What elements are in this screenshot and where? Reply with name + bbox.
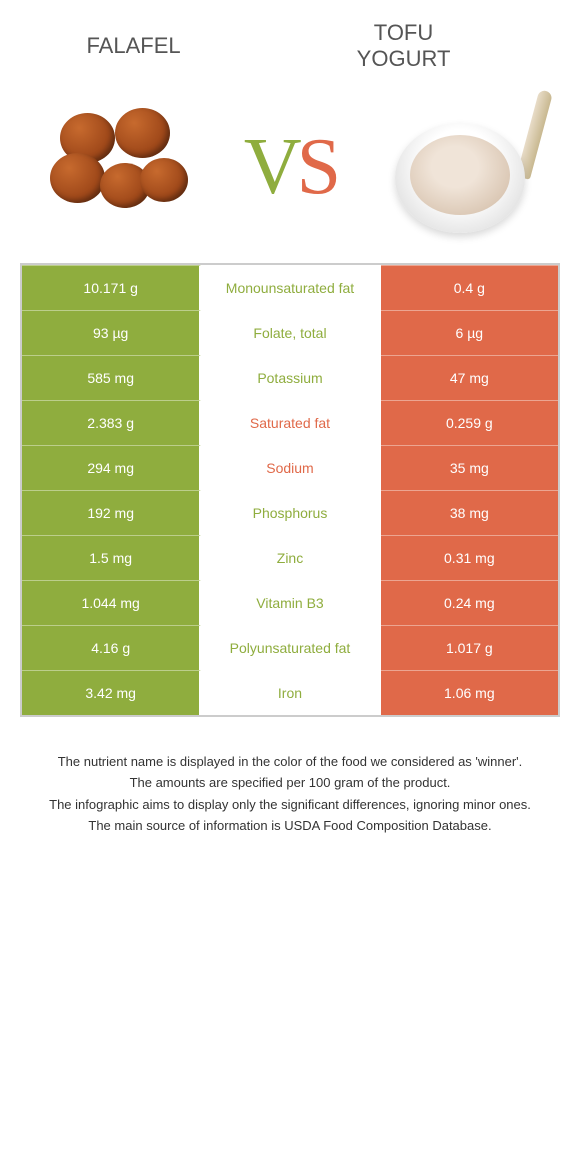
table-row: 585 mgPotassium47 mg — [22, 355, 558, 400]
right-value: 0.259 g — [381, 400, 558, 445]
nutrient-name: Iron — [201, 670, 380, 715]
table-row: 3.42 mgIron1.06 mg — [22, 670, 558, 715]
footer-line-2: The amounts are specified per 100 gram o… — [35, 773, 545, 793]
nutrient-name: Polyunsaturated fat — [201, 625, 380, 670]
left-value: 2.383 g — [22, 400, 201, 445]
left-value: 1.044 mg — [22, 580, 201, 625]
header: FALAFEL TOFUYOGURT — [0, 0, 580, 83]
yogurt-illustration — [385, 93, 535, 243]
table-row: 10.171 gMonounsaturated fat0.4 g — [22, 265, 558, 310]
right-value: 1.06 mg — [381, 670, 558, 715]
left-value: 585 mg — [22, 355, 201, 400]
nutrient-name: Zinc — [201, 535, 380, 580]
footer-line-3: The infographic aims to display only the… — [35, 795, 545, 815]
right-value: 0.4 g — [381, 265, 558, 310]
table-row: 192 mgPhosphorus38 mg — [22, 490, 558, 535]
left-value: 294 mg — [22, 445, 201, 490]
left-value: 10.171 g — [22, 265, 201, 310]
left-value: 1.5 mg — [22, 535, 201, 580]
nutrient-name: Phosphorus — [201, 490, 380, 535]
left-value: 192 mg — [22, 490, 201, 535]
table-row: 294 mgSodium35 mg — [22, 445, 558, 490]
footer-line-4: The main source of information is USDA F… — [35, 816, 545, 836]
left-food-title: FALAFEL — [86, 33, 180, 59]
vs-row: VS — [0, 83, 580, 263]
right-value: 0.24 mg — [381, 580, 558, 625]
nutrient-name: Sodium — [201, 445, 380, 490]
right-value: 35 mg — [381, 445, 558, 490]
left-value: 93 µg — [22, 310, 201, 355]
nutrient-name: Saturated fat — [201, 400, 380, 445]
left-value: 4.16 g — [22, 625, 201, 670]
table-row: 2.383 gSaturated fat0.259 g — [22, 400, 558, 445]
nutrient-table: 10.171 gMonounsaturated fat0.4 g93 µgFol… — [20, 263, 560, 717]
nutrient-name: Monounsaturated fat — [201, 265, 380, 310]
right-value: 47 mg — [381, 355, 558, 400]
footer-notes: The nutrient name is displayed in the co… — [0, 717, 580, 858]
left-value: 3.42 mg — [22, 670, 201, 715]
vs-text: VS — [244, 122, 336, 213]
nutrient-name: Vitamin B3 — [201, 580, 380, 625]
right-value: 38 mg — [381, 490, 558, 535]
falafel-illustration — [45, 93, 195, 243]
table-row: 1.5 mgZinc0.31 mg — [22, 535, 558, 580]
table-row: 93 µgFolate, total6 µg — [22, 310, 558, 355]
nutrient-name: Folate, total — [201, 310, 380, 355]
table-row: 1.044 mgVitamin B30.24 mg — [22, 580, 558, 625]
right-value: 0.31 mg — [381, 535, 558, 580]
table-row: 4.16 gPolyunsaturated fat1.017 g — [22, 625, 558, 670]
right-food-title: TOFUYOGURT — [314, 20, 494, 73]
nutrient-name: Potassium — [201, 355, 380, 400]
vs-v: V — [244, 123, 297, 211]
right-value: 6 µg — [381, 310, 558, 355]
right-value: 1.017 g — [381, 625, 558, 670]
footer-line-1: The nutrient name is displayed in the co… — [35, 752, 545, 772]
vs-s: S — [297, 123, 337, 211]
